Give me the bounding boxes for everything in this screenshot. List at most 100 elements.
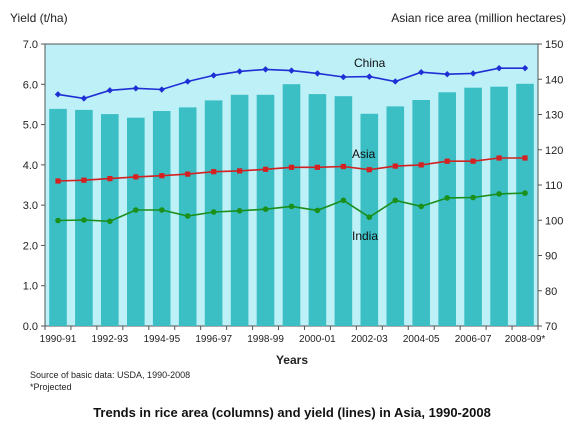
yield-point	[158, 86, 165, 93]
yield-point	[55, 178, 61, 184]
x-axis-title: Years	[276, 353, 308, 367]
x-tick-label: 1998-99	[247, 334, 284, 345]
yield-point	[340, 163, 346, 170]
left-axis-title: Yield (t/ha)	[10, 11, 68, 25]
yield-point	[210, 209, 217, 215]
yield-point	[418, 203, 425, 210]
yield-point	[263, 166, 269, 172]
left-axis-ticks: 0.0 1.0 2.0 3.0 4.0 5.0 6.0 7.0	[23, 39, 45, 333]
x-tick-label: 1996-97	[195, 334, 232, 345]
yield-point	[314, 164, 320, 170]
yield-point	[418, 69, 425, 76]
yield-point	[495, 64, 503, 72]
yield-point	[366, 214, 373, 220]
yield-point	[314, 70, 321, 77]
left-tick-label: 0.0	[23, 321, 38, 333]
right-axis-title: Asian rice area (million hectares)	[391, 11, 566, 25]
yield-point	[210, 72, 217, 79]
x-tick-label: 1990-91	[40, 334, 77, 345]
source-note: Source of basic data: USDA, 1990-2008	[30, 370, 190, 380]
yield-point	[418, 162, 424, 168]
yield-point	[81, 217, 87, 223]
series-label-china: China	[354, 56, 386, 70]
x-tick-label: 2004-05	[403, 334, 440, 345]
right-tick-label: 130	[545, 110, 563, 122]
series-label-asia: Asia	[352, 147, 376, 161]
right-axis-ticks: 70 80 90 100 110 120 130 140 150	[538, 39, 563, 333]
right-tick-label: 80	[545, 286, 557, 298]
yield-point	[366, 73, 373, 80]
x-tick-label: 2000-01	[299, 334, 336, 345]
area-bar	[386, 106, 405, 327]
yield-point	[107, 218, 113, 225]
yield-point	[496, 191, 502, 197]
yield-point	[132, 85, 140, 92]
left-tick-label: 5.0	[23, 120, 38, 132]
area-bar	[464, 87, 482, 326]
yield-lines	[54, 64, 529, 225]
yield-point	[288, 164, 295, 170]
yield-point	[159, 207, 165, 213]
right-tick-label: 100	[545, 215, 563, 227]
left-tick-label: 4.0	[23, 160, 38, 172]
area-bar	[490, 86, 508, 326]
area-bar	[127, 117, 145, 326]
left-tick-label: 2.0	[23, 240, 38, 252]
yield-point	[107, 176, 113, 182]
left-tick-label: 1.0	[23, 281, 38, 293]
yield-point	[522, 155, 528, 161]
area-bar	[412, 100, 430, 326]
left-tick-label: 6.0	[23, 79, 38, 91]
right-tick-label: 140	[545, 74, 563, 86]
x-tick-label: 2008-09*	[505, 334, 546, 345]
yield-point	[521, 64, 529, 72]
x-tick-label: 1992-93	[92, 334, 129, 345]
yield-point	[444, 195, 451, 201]
yield-point	[392, 78, 399, 85]
yield-point	[340, 73, 347, 81]
left-tick-label: 3.0	[23, 200, 38, 212]
chart-caption: Trends in rice area (columns) and yield …	[93, 405, 491, 420]
right-tick-label: 150	[545, 39, 563, 51]
area-bar	[152, 111, 171, 326]
yield-point	[185, 171, 191, 177]
yield-point	[470, 194, 476, 201]
yield-point	[81, 177, 87, 183]
yield-point	[262, 206, 269, 212]
area-bar	[516, 83, 534, 326]
yield-point	[262, 66, 269, 73]
yield-point	[236, 68, 243, 75]
right-tick-label: 90	[545, 251, 557, 263]
yield-point	[54, 91, 62, 98]
area-bar	[438, 92, 456, 326]
yield-point	[133, 207, 139, 213]
left-tick-label: 7.0	[23, 39, 38, 51]
yield-point	[314, 207, 321, 214]
right-tick-label: 110	[545, 180, 563, 192]
yield-point	[184, 213, 191, 219]
x-tick-label: 1994-95	[143, 334, 180, 345]
yield-point	[392, 163, 398, 169]
yield-point	[366, 167, 372, 173]
yield-point	[288, 203, 295, 210]
yield-point	[106, 87, 114, 94]
yield-point	[211, 169, 217, 175]
x-tick-label: 2006-07	[455, 334, 492, 345]
yield-point	[522, 190, 528, 196]
yield-point	[236, 208, 243, 214]
yield-point	[470, 158, 476, 164]
area-bar	[334, 96, 353, 326]
yield-point	[496, 155, 502, 161]
yield-point	[288, 67, 295, 74]
projected-note: *Projected	[30, 382, 72, 392]
yield-point	[133, 174, 139, 180]
right-tick-label: 120	[545, 145, 563, 157]
series-label-india: India	[352, 229, 378, 243]
yield-point	[340, 197, 347, 204]
x-tick-label: 2002-03	[351, 334, 388, 345]
area-bar	[49, 108, 67, 327]
yield-point	[469, 70, 477, 77]
yield-point	[159, 173, 165, 179]
yield-point	[55, 217, 61, 224]
